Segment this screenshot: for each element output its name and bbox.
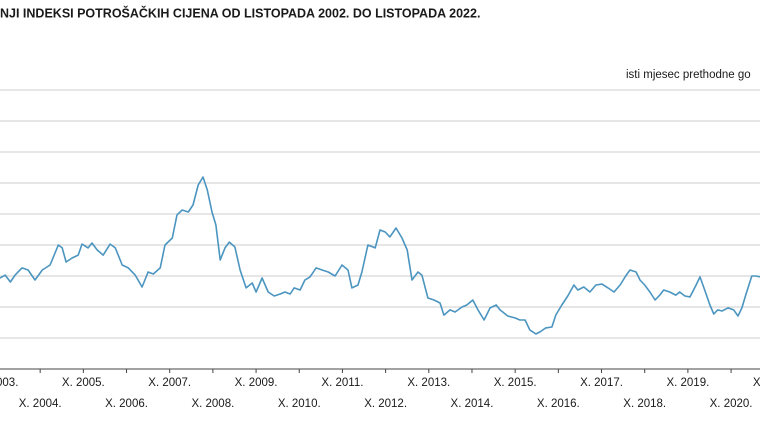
x-tick-label: X. 2018. — [623, 398, 666, 410]
y-axis-label: isti mjesec prethodne go — [626, 69, 751, 81]
x-tick-label: X. 2008. — [191, 398, 234, 410]
x-tick-label: X. 2017. — [580, 377, 623, 389]
x-tick-label: X. 2009. — [235, 377, 278, 389]
x-tick-label: X. 2014. — [451, 398, 494, 410]
x-tick-label: X. 2005. — [62, 377, 105, 389]
x-tick-label: X. 2003. — [0, 377, 18, 389]
x-tick-label: X. 2011. — [321, 377, 363, 389]
x-tick-label: X. 2013. — [407, 377, 450, 389]
x-tick-label: X. 2010. — [278, 398, 321, 410]
x-tick-label: X. 2012. — [364, 398, 407, 410]
x-tick-label: X. 2021. — [753, 377, 760, 389]
x-tick-label: X. 2015. — [494, 377, 537, 389]
x-tick-label: X. 2007. — [148, 377, 191, 389]
x-tick-label: X. 2016. — [537, 398, 580, 410]
x-tick-label: X. 2006. — [105, 398, 148, 410]
x-tick-label: X. 2004. — [19, 398, 62, 410]
x-tick-label: X. 2020. — [710, 398, 753, 410]
chart-title: NJI INDEKSI POTROŠAČKIH CIJENA OD LISTOP… — [0, 5, 480, 20]
data-line — [0, 176, 760, 335]
x-tick-label: X. 2019. — [666, 377, 709, 389]
